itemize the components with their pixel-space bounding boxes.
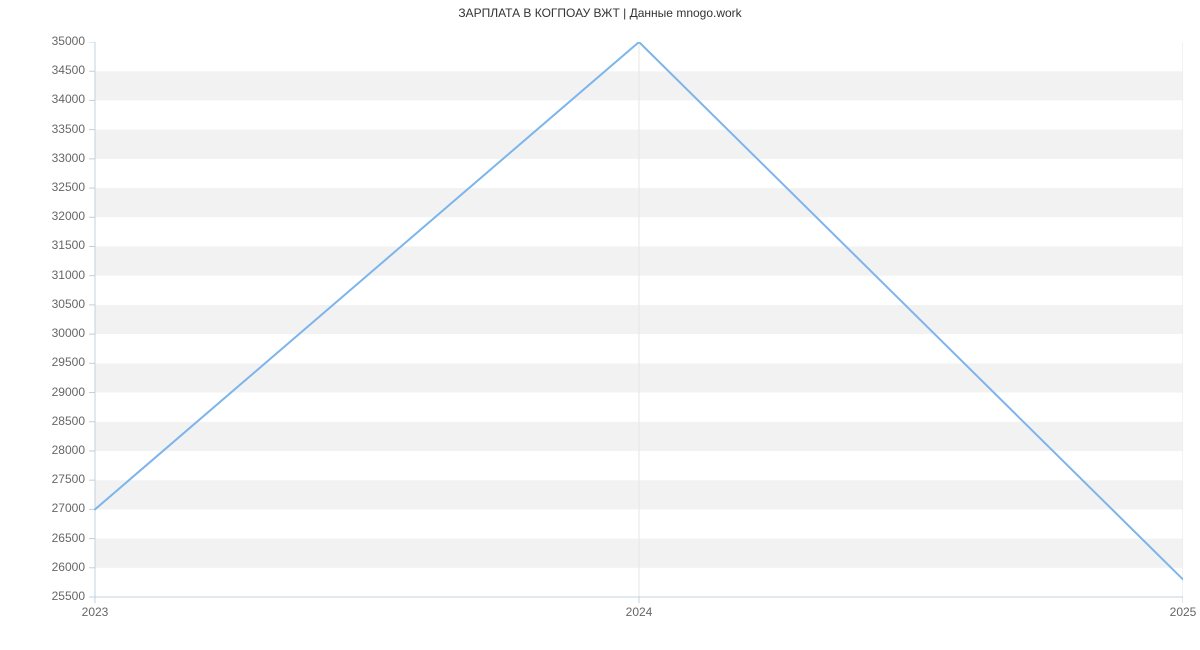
plot-svg xyxy=(87,42,1183,605)
y-tick-label: 26500 xyxy=(52,531,85,545)
y-tick-label: 29500 xyxy=(52,355,85,369)
y-tick-label: 33000 xyxy=(52,151,85,165)
y-tick-label: 34500 xyxy=(52,63,85,77)
y-tick-label: 26000 xyxy=(52,560,85,574)
y-tick-label: 27000 xyxy=(52,501,85,515)
x-tick-label: 2023 xyxy=(82,605,109,619)
y-tick-label: 31500 xyxy=(52,238,85,252)
chart-title: ЗАРПЛАТА В КОГПОАУ ВЖТ | Данные mnogo.wo… xyxy=(0,6,1200,20)
salary-line-chart: ЗАРПЛАТА В КОГПОАУ ВЖТ | Данные mnogo.wo… xyxy=(0,0,1200,650)
x-tick-label: 2024 xyxy=(626,605,653,619)
y-tick-label: 28000 xyxy=(52,443,85,457)
y-tick-label: 30000 xyxy=(52,326,85,340)
y-tick-label: 34000 xyxy=(52,92,85,106)
y-tick-label: 29000 xyxy=(52,385,85,399)
y-tick-label: 32500 xyxy=(52,180,85,194)
y-tick-label: 35000 xyxy=(52,34,85,48)
y-tick-label: 27500 xyxy=(52,472,85,486)
y-tick-label: 33500 xyxy=(52,122,85,136)
y-tick-label: 31000 xyxy=(52,268,85,282)
y-tick-label: 32000 xyxy=(52,209,85,223)
y-tick-label: 30500 xyxy=(52,297,85,311)
y-tick-label: 28500 xyxy=(52,414,85,428)
plot-area xyxy=(95,42,1183,597)
x-tick-label: 2025 xyxy=(1170,605,1197,619)
y-tick-label: 25500 xyxy=(52,589,85,603)
